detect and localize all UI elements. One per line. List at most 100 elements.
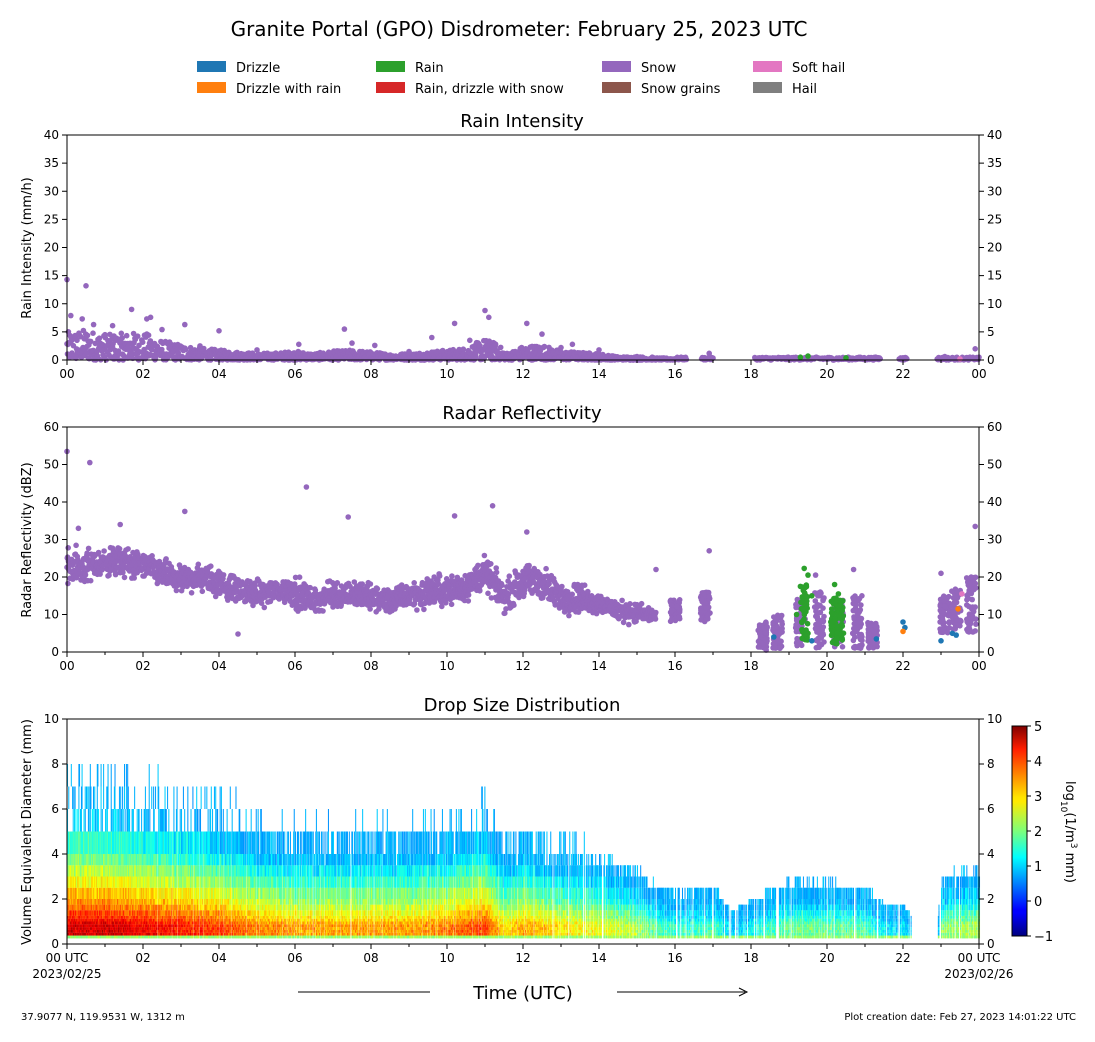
drop-size-panel: Drop Size Distribution Volume Equivalent… (20, 695, 1014, 981)
scatter-point (254, 347, 260, 353)
snow-point (374, 586, 381, 592)
scatter-point (938, 638, 944, 644)
snow-point (814, 603, 820, 609)
scatter-point (706, 350, 712, 357)
snow-point (852, 643, 858, 650)
snow-point (485, 590, 491, 597)
snow-point (948, 603, 955, 609)
snow-point (252, 582, 258, 589)
heatmap-cell (74, 809, 76, 832)
snow-point (757, 633, 764, 639)
x-tick-label: 22 (895, 659, 910, 673)
legend-label: Hail (792, 82, 817, 97)
scatter-point (486, 314, 492, 321)
snow-point (818, 590, 824, 596)
snow-point (858, 602, 864, 608)
rain-point (839, 623, 846, 629)
x-tick-label: 04 (211, 367, 226, 381)
radar-reflectivity-ylabel: Radar Reflectivity (dBZ) (20, 462, 35, 617)
y-tick-label: 0 (51, 353, 59, 367)
snow-point (940, 625, 946, 632)
snow-point (820, 618, 827, 625)
scatter-point (128, 306, 135, 313)
scatter-point (429, 334, 435, 341)
snow-point (506, 573, 513, 579)
snow-point (411, 580, 418, 586)
snow-point (770, 627, 776, 633)
snow-point (199, 588, 206, 595)
snow-point (465, 598, 472, 604)
y-tick-label-right: 0 (987, 645, 995, 659)
snow-point (175, 350, 182, 356)
scatter-point (296, 341, 302, 348)
x-tick-label: 14 (591, 659, 606, 673)
scatter-point (831, 581, 838, 588)
y-tick-label-right: 20 (987, 570, 1002, 584)
snow-point (123, 332, 130, 339)
scatter-point (182, 508, 188, 515)
y-tick-label: 25 (44, 212, 59, 226)
snow-point (585, 588, 591, 595)
snow-point (134, 333, 141, 340)
heatmap-cell (72, 786, 74, 809)
x-tick-label: 00 (971, 659, 986, 673)
rain-point (803, 582, 810, 588)
scatter-point (467, 337, 473, 344)
scatter-point (83, 283, 89, 289)
snow-point (627, 601, 633, 607)
y-tick-label: 10 (44, 297, 59, 311)
snow-point (125, 546, 131, 552)
scatter-point (216, 328, 222, 334)
snow-point (953, 593, 960, 599)
scatter-point (197, 343, 203, 349)
snow-point (320, 608, 326, 614)
snow-point (511, 602, 517, 608)
snow-point (436, 573, 443, 579)
snow-point (871, 629, 878, 635)
x-tick-label: 18 (743, 659, 758, 673)
y-tick-label-right: 50 (987, 458, 1002, 472)
scatter-point (809, 638, 815, 644)
rain-point (800, 598, 806, 604)
snow-point (120, 352, 127, 359)
snow-point (851, 596, 857, 603)
snow-point (543, 565, 549, 572)
y-tick-label: 40 (44, 495, 59, 509)
scatter-point (793, 611, 800, 618)
scatter-point (558, 344, 564, 351)
snow-point (526, 562, 532, 569)
scatter-point (147, 314, 154, 321)
scatter-point (873, 636, 880, 642)
snow-point (443, 600, 449, 606)
legend-swatch (753, 82, 782, 93)
snow-point (698, 617, 704, 623)
snow-point (855, 619, 862, 625)
snow-point (820, 596, 826, 603)
scatter-point (235, 631, 241, 637)
rain-intensity-ylabel: Rain Intensity (mm/h) (20, 177, 35, 319)
snow-point (84, 332, 91, 339)
x-tick-label: 20 (819, 367, 834, 381)
snow-point (873, 624, 880, 630)
scatter-point (482, 307, 488, 314)
snow-point (755, 638, 762, 645)
snow-point (261, 604, 268, 611)
snow-point (499, 582, 505, 589)
snow-point (839, 644, 846, 650)
snow-point (448, 601, 455, 608)
heatmap-cell (76, 809, 78, 832)
y-tick-label-right: 40 (987, 128, 1002, 142)
x-tick-label: 14 (591, 367, 606, 381)
legend-swatch (753, 61, 782, 72)
x-tick-label: 02 (135, 659, 150, 673)
snow-point (118, 330, 125, 337)
scatter-point (938, 570, 944, 577)
snow-point (705, 611, 711, 618)
snow-point (477, 588, 483, 594)
legend-swatch (602, 61, 631, 72)
snow-point (866, 635, 873, 641)
scatter-point (182, 321, 188, 328)
scatter-point (805, 572, 811, 578)
snow-point (569, 591, 575, 598)
x-tick-label: 00 (971, 367, 986, 381)
